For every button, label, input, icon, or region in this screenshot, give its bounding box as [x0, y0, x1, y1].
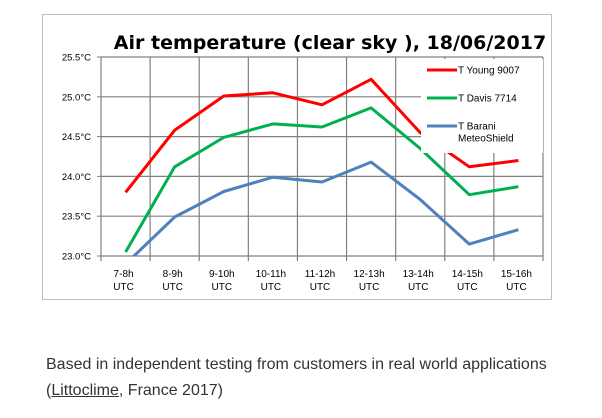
y-tick-label: 24.0°C [62, 172, 91, 183]
x-tick-label-unit: UTC [211, 282, 232, 293]
series-line-2 [124, 106, 519, 253]
x-tick-label: 10-11h [256, 269, 286, 280]
x-tick-label: 14-15h [452, 269, 483, 280]
x-tick-label-unit: UTC [310, 282, 331, 293]
x-tick-label-unit: UTC [113, 282, 134, 293]
y-tick-label: 25.0°C [62, 92, 91, 103]
caption-text-after: , France 2017) [118, 382, 223, 399]
legend-label-3: T Barani [458, 122, 496, 133]
x-tick-label-unit: UTC [457, 282, 478, 293]
x-tick-label-unit: UTC [506, 282, 527, 293]
y-tick-label: 24.5°C [62, 132, 91, 143]
legend-background [421, 59, 543, 153]
series-line-3 [131, 160, 519, 256]
x-tick-label-unit: UTC [359, 282, 380, 293]
x-tick-label-unit: UTC [162, 282, 183, 293]
y-tick-label: 25.5°C [62, 53, 91, 64]
y-tick-label: 23.0°C [62, 252, 91, 263]
x-tick-label-unit: UTC [408, 282, 429, 293]
y-tick-label: 23.5°C [62, 212, 91, 223]
x-tick-label-unit: UTC [261, 282, 282, 293]
x-tick-label: 13-14h [403, 269, 434, 280]
chart-title: Air temperature (clear sky ), 18/06/2017 [114, 32, 546, 54]
x-tick-label: 11-12h [305, 269, 335, 280]
littoclime-link[interactable]: Littoclime [51, 382, 119, 399]
legend-label-1: T Young 9007 [458, 66, 520, 77]
chart: Air temperature (clear sky ), 18/06/2017… [62, 32, 546, 293]
caption: Based in independent testing from custom… [46, 352, 566, 404]
legend-label-3: MeteoShield [458, 134, 514, 145]
caption-text-before: Based in independent testing from custom… [46, 356, 547, 399]
x-tick-label: 12-13h [354, 269, 385, 280]
x-tick-label: 7-8h [114, 269, 134, 280]
x-tick-label: 8-9h [163, 269, 183, 280]
series-line-1 [124, 77, 519, 194]
x-tick-label: 15-16h [501, 269, 532, 280]
x-tick-label: 9-10h [209, 269, 235, 280]
chart-frame: Air temperature (clear sky ), 18/06/2017… [42, 14, 552, 300]
legend-label-2: T Davis 7714 [458, 94, 517, 105]
